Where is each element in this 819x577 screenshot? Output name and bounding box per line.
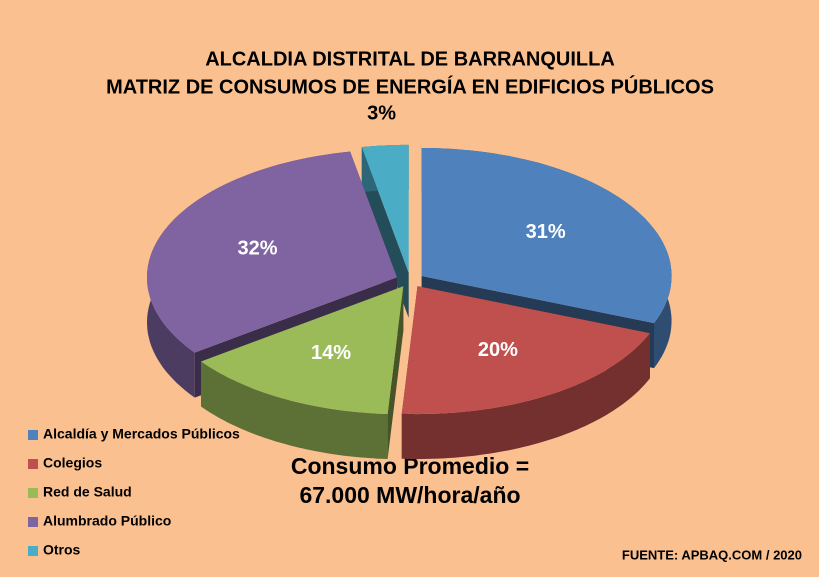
legend-swatch <box>28 488 38 498</box>
slice-side <box>401 333 650 460</box>
slice-top <box>147 151 397 353</box>
slice <box>201 286 404 459</box>
legend-label: Colegios <box>43 455 102 471</box>
source: FUENTE: APBAQ.COM / 2020 <box>622 547 802 562</box>
chart-title: MATRIZ DE CONSUMOS DE ENERGÍA EN EDIFICI… <box>106 74 714 98</box>
slice-side <box>201 361 388 459</box>
legend-label: Otros <box>43 542 81 558</box>
legend-swatch <box>28 459 38 469</box>
legend-label: Red de Salud <box>43 484 132 500</box>
legend-label: Alcaldía y Mercados Públicos <box>43 426 240 442</box>
slice-top <box>201 286 404 414</box>
legend-swatch <box>28 430 38 440</box>
slice-top <box>361 144 409 273</box>
data-label: 14% <box>311 342 351 364</box>
chart-title: ALCALDIA DISTRITAL DE BARRANQUILLA <box>205 48 615 70</box>
slice-top <box>421 148 672 324</box>
legend-swatch <box>28 546 38 556</box>
data-label: 3% <box>367 103 396 125</box>
legend-swatch <box>28 517 38 527</box>
legend-label: Alumbrado Público <box>43 513 171 529</box>
data-label: 31% <box>526 221 566 243</box>
data-label: 20% <box>478 339 518 361</box>
slice <box>401 286 650 460</box>
annotation: 67.000 MW/hora/año <box>299 482 520 508</box>
slice <box>361 144 409 318</box>
data-label: 32% <box>238 237 278 259</box>
slice-top <box>401 286 650 415</box>
